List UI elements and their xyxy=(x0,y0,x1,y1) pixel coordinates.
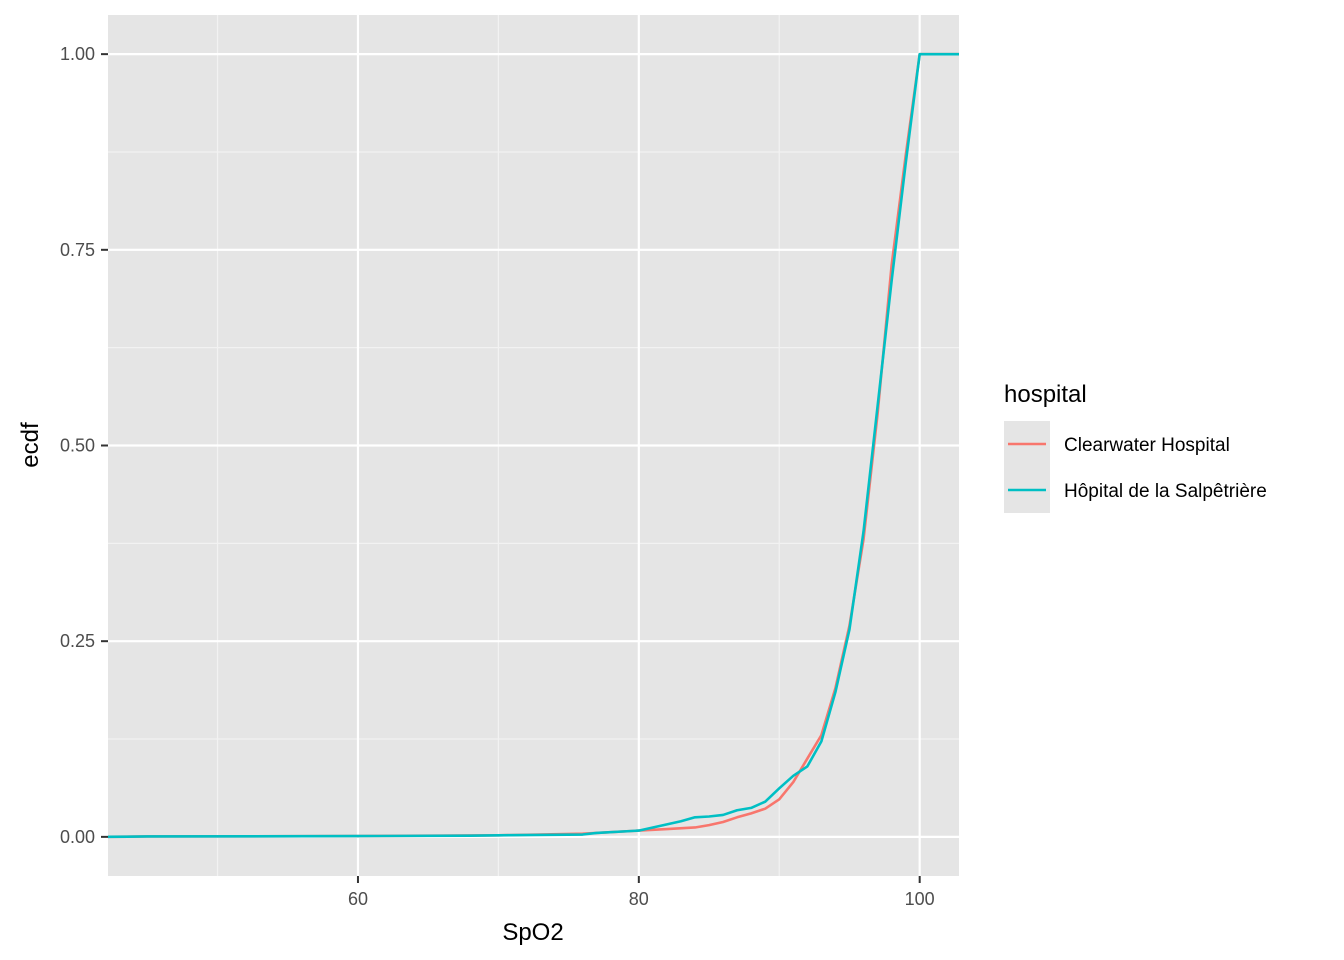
legend-items: Clearwater Hospital Hôpital de la Salpêtr… xyxy=(1004,421,1267,513)
x-axis-title: SpO2 xyxy=(502,919,563,946)
x-tick-label: 100 xyxy=(905,889,935,909)
x-tick-label: 80 xyxy=(629,889,649,909)
y-tick-label: 0.75 xyxy=(60,240,95,260)
legend-title: hospital xyxy=(1004,381,1087,408)
y-axis: 0.00 0.25 0.50 0.75 1.00 xyxy=(60,44,108,847)
legend: hospital Clearwater Hospital Hôpital de l… xyxy=(1004,381,1267,513)
legend-label: Clearwater Hospital xyxy=(1064,435,1230,456)
y-tick-label: 1.00 xyxy=(60,44,95,64)
x-tick-label: 60 xyxy=(348,889,368,909)
y-tick-label: 0.00 xyxy=(60,827,95,847)
legend-label: Hôpital de la Salpêtrière xyxy=(1064,481,1267,502)
series-line xyxy=(108,52,959,839)
y-axis-title: ecdf xyxy=(17,422,44,468)
y-tick-label: 0.25 xyxy=(60,631,95,651)
y-tick-label: 0.50 xyxy=(60,436,95,456)
x-axis: 60 80 100 xyxy=(348,876,935,909)
series-lines xyxy=(108,52,959,839)
